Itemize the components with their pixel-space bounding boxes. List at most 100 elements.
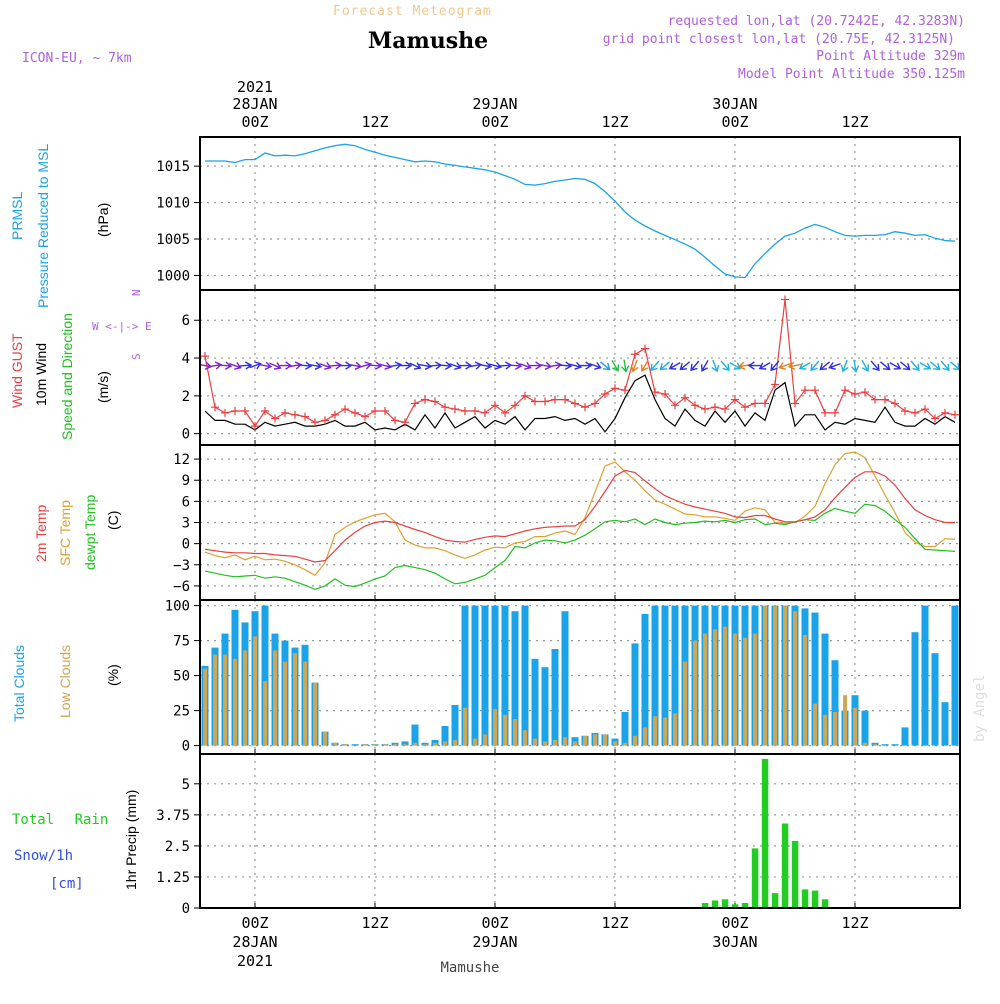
rain-bar-58 xyxy=(781,823,789,908)
gust-marker-17 xyxy=(371,406,379,415)
total-cloud-bar-22 xyxy=(421,742,429,746)
gust-marker-34 xyxy=(541,397,549,406)
wind-direction-arrow-72 xyxy=(919,361,932,370)
wind-direction-arrow-46 xyxy=(659,361,671,371)
low-cloud-bar-6 xyxy=(263,681,267,746)
gust-marker-26 xyxy=(461,406,469,415)
low-cloud-bar-23 xyxy=(433,742,437,746)
precip-ytick-label-1: 1.25 xyxy=(156,870,190,886)
precip-panel: 0 1.25 2.5 3.75 5 xyxy=(156,753,961,917)
wind-direction-arrow-37 xyxy=(569,361,583,370)
wind-direction-arrow-2 xyxy=(218,361,233,370)
rain-bar-54 xyxy=(741,903,749,908)
total-cloud-bar-15 xyxy=(351,744,359,746)
wind-panel: 0 2 4 6 xyxy=(182,289,961,446)
temperature-ytick-label-6: 12 xyxy=(173,452,190,468)
gust-marker-71 xyxy=(911,408,919,417)
clouds-ytick-label-3: 75 xyxy=(173,634,190,650)
low-cloud-bar-39 xyxy=(593,734,597,746)
wind-direction-arrow-7 xyxy=(269,362,282,370)
wind-direction-arrow-63 xyxy=(828,361,841,370)
gust-marker-47 xyxy=(671,401,679,410)
gust-marker-57 xyxy=(771,380,779,389)
gust-marker-65 xyxy=(851,389,859,398)
location-title: Mamushe xyxy=(368,28,488,54)
wind-direction-arrow-52 xyxy=(720,360,730,372)
temp2m-line xyxy=(204,469,955,563)
wind-direction-arrow-49 xyxy=(690,360,700,372)
low-cloud-bar-9 xyxy=(293,653,297,746)
gust-marker-36 xyxy=(561,395,569,404)
model-point-altitude: Model Point Altitude 350.125m xyxy=(738,67,965,82)
wind-direction-arrow-58 xyxy=(778,361,791,370)
wind-direction-arrow-71 xyxy=(910,360,920,372)
low-cloud-bar-65 xyxy=(853,707,857,746)
total-cloud-bar-33 xyxy=(531,658,539,746)
pressure-ytick-label-0: 1000 xyxy=(156,268,190,284)
low-cloud-bar-55 xyxy=(753,633,757,746)
pressure-panel: 1000 1005 1010 1015 xyxy=(156,136,961,291)
total-cloud-bar-68 xyxy=(881,744,889,746)
total-cloud-bar-21 xyxy=(411,724,419,746)
gust-marker-67 xyxy=(871,395,879,404)
gust-marker-63 xyxy=(831,408,839,417)
wind-direction-arrow-68 xyxy=(879,361,891,371)
gust-marker-24 xyxy=(441,403,449,412)
gust-marker-52 xyxy=(721,405,729,414)
wind-direction-arrow-42 xyxy=(621,359,630,373)
gust-marker-54 xyxy=(741,403,749,412)
clouds-unit: (%) xyxy=(105,664,121,686)
low-cloud-bar-49 xyxy=(693,640,697,746)
rain-bar-59 xyxy=(791,840,799,908)
low-cloud-bar-60 xyxy=(803,635,807,746)
low-cloud-bar-66 xyxy=(863,742,867,746)
gust-marker-19 xyxy=(391,416,399,425)
total-cloud-bar-36 xyxy=(561,611,569,746)
gust-marker-64 xyxy=(841,386,849,395)
wind-direction-arrow-69 xyxy=(889,361,902,370)
gust-marker-21 xyxy=(411,399,419,408)
wind-direction-arrow-53 xyxy=(729,361,742,370)
gust-marker-2 xyxy=(221,408,229,417)
temp2m-ylabel: 2m Temp xyxy=(33,504,49,562)
gust-marker-22 xyxy=(421,395,429,404)
total-cloud-bar-75 xyxy=(951,605,959,746)
gust-marker-61 xyxy=(811,386,819,395)
gust-marker-74 xyxy=(941,408,949,417)
bottom-time-label-0-1: 28JAN xyxy=(232,933,277,951)
low-cloud-bar-61 xyxy=(813,703,817,746)
wind-direction-arrow-31 xyxy=(508,361,523,370)
gust-marker-70 xyxy=(901,406,909,415)
pressure-ylabel-1: PRMSL xyxy=(9,192,25,240)
wind-direction-arrow-62 xyxy=(819,361,831,371)
total-cloud-bar-46 xyxy=(661,605,669,746)
top-time-label-2-1: 29JAN xyxy=(472,95,517,113)
low-cloud-bar-19 xyxy=(393,744,397,746)
precip-ytick-label-0: 0 xyxy=(182,901,190,917)
gust-marker-66 xyxy=(861,388,869,397)
gust-marker-31 xyxy=(511,401,519,410)
wind-direction-arrow-70 xyxy=(899,361,911,371)
gust-marker-15 xyxy=(351,408,359,417)
total-cloud-bar-47 xyxy=(671,605,679,746)
snow-ylabel: Snow/1h xyxy=(14,848,73,864)
low-cloud-bar-29 xyxy=(493,709,497,746)
low-cloud-bar-16 xyxy=(363,744,367,746)
wind-direction-arrow-60 xyxy=(798,361,811,370)
wind-direction-arrow-39 xyxy=(589,361,602,370)
pressure-unit: (hPa) xyxy=(95,203,111,237)
low-cloud-bar-8 xyxy=(283,661,287,746)
compass-we: W <-|-> E xyxy=(92,320,152,333)
total-cloud-bar-44 xyxy=(641,614,649,746)
wind-direction-arrow-44 xyxy=(640,360,649,372)
low-cloud-bar-33 xyxy=(533,738,537,746)
bottom-time-label-4-0: 00Z xyxy=(721,914,748,932)
low-cloud-bar-1 xyxy=(213,654,217,746)
gust-marker-37 xyxy=(571,399,579,408)
wind-direction-arrow-4 xyxy=(238,361,253,370)
bottom-time-label-2-0: 00Z xyxy=(481,914,508,932)
rain-ylabel: Total Rain xyxy=(12,812,108,828)
top-time-label-0-0: 2021 xyxy=(237,78,273,96)
gust-marker-28 xyxy=(481,408,489,417)
